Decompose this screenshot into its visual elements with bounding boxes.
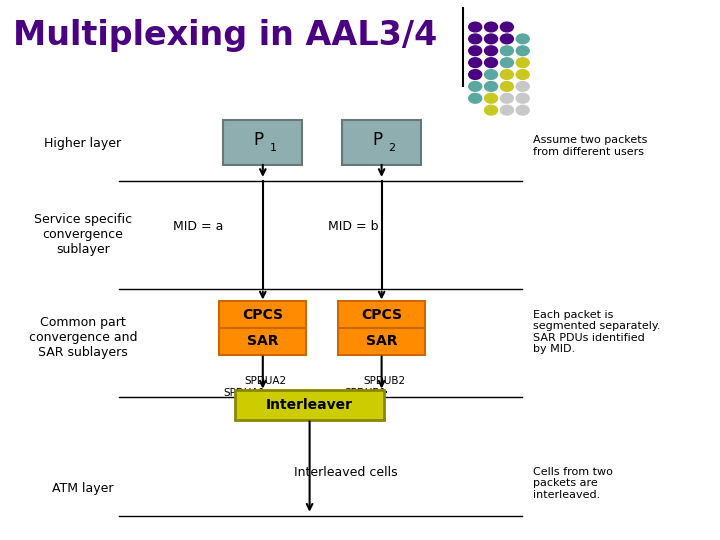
Text: Assume two packets
from different users: Assume two packets from different users — [533, 135, 647, 157]
Circle shape — [469, 82, 482, 91]
Circle shape — [500, 70, 513, 79]
Text: SPDUA2: SPDUA2 — [245, 376, 287, 386]
Circle shape — [485, 34, 498, 44]
Circle shape — [485, 46, 498, 56]
Text: SPDUB2: SPDUB2 — [364, 376, 406, 386]
Circle shape — [516, 34, 529, 44]
Text: P: P — [372, 131, 382, 150]
Circle shape — [469, 22, 482, 32]
Text: ATM layer: ATM layer — [52, 482, 114, 495]
FancyBboxPatch shape — [342, 120, 421, 165]
Text: Interleaved cells: Interleaved cells — [294, 466, 397, 479]
Circle shape — [516, 46, 529, 56]
FancyBboxPatch shape — [220, 301, 307, 355]
Text: Interleaver: Interleaver — [266, 398, 353, 412]
Circle shape — [500, 105, 513, 115]
Text: Common part
convergence and
SAR sublayers: Common part convergence and SAR sublayer… — [29, 316, 137, 359]
Circle shape — [469, 70, 482, 79]
Circle shape — [516, 105, 529, 115]
Text: ...: ... — [256, 381, 270, 396]
Text: MID = a: MID = a — [173, 220, 223, 233]
Text: ...: ... — [374, 381, 389, 396]
Circle shape — [500, 58, 513, 68]
FancyBboxPatch shape — [223, 120, 302, 165]
Circle shape — [485, 93, 498, 103]
Text: 1: 1 — [269, 143, 276, 153]
Circle shape — [500, 22, 513, 32]
Text: SAR: SAR — [366, 334, 397, 348]
FancyBboxPatch shape — [338, 301, 425, 355]
Text: SAR: SAR — [247, 334, 279, 348]
Text: Service specific
convergence
sublayer: Service specific convergence sublayer — [34, 213, 132, 256]
Circle shape — [485, 82, 498, 91]
Circle shape — [485, 58, 498, 68]
Text: SPDUA1: SPDUA1 — [223, 388, 266, 398]
Text: SPDUB1: SPDUB1 — [344, 388, 387, 398]
Circle shape — [516, 82, 529, 91]
Circle shape — [516, 93, 529, 103]
Circle shape — [500, 34, 513, 44]
Circle shape — [469, 93, 482, 103]
Circle shape — [469, 34, 482, 44]
Text: Cells from two
packets are
interleaved.: Cells from two packets are interleaved. — [533, 467, 613, 500]
Circle shape — [500, 46, 513, 56]
Circle shape — [485, 105, 498, 115]
Text: MID = b: MID = b — [328, 220, 378, 233]
Circle shape — [516, 58, 529, 68]
Text: 2: 2 — [388, 143, 395, 153]
Circle shape — [469, 46, 482, 56]
Text: CPCS: CPCS — [243, 308, 283, 322]
Circle shape — [500, 82, 513, 91]
Text: Multiplexing in AAL3/4: Multiplexing in AAL3/4 — [13, 19, 437, 52]
Text: P: P — [253, 131, 264, 150]
Circle shape — [469, 58, 482, 68]
Circle shape — [500, 93, 513, 103]
Text: Higher layer: Higher layer — [44, 137, 122, 150]
Circle shape — [485, 70, 498, 79]
Circle shape — [516, 70, 529, 79]
Text: CPCS: CPCS — [361, 308, 402, 322]
FancyBboxPatch shape — [235, 390, 384, 420]
Circle shape — [485, 22, 498, 32]
Text: Each packet is
segmented separately.
SAR PDUs identified
by MID.: Each packet is segmented separately. SAR… — [533, 310, 660, 354]
